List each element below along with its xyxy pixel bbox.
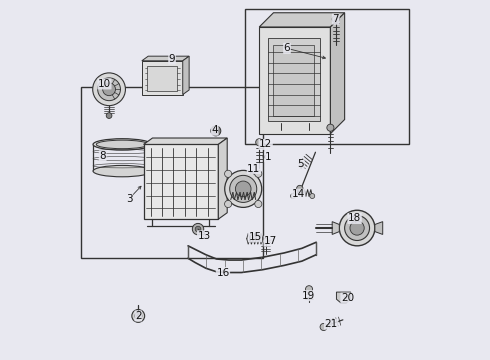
Circle shape <box>106 113 112 118</box>
Circle shape <box>193 224 204 235</box>
Ellipse shape <box>93 139 151 150</box>
Bar <box>81 87 263 258</box>
Circle shape <box>255 201 262 208</box>
Text: 8: 8 <box>99 151 106 161</box>
Circle shape <box>310 194 315 198</box>
Text: 6: 6 <box>284 43 290 53</box>
Circle shape <box>230 175 257 202</box>
Polygon shape <box>183 56 189 95</box>
Text: 5: 5 <box>297 159 304 169</box>
Bar <box>245 9 409 144</box>
Circle shape <box>296 185 303 192</box>
Circle shape <box>339 210 375 246</box>
Circle shape <box>235 181 251 197</box>
Text: 19: 19 <box>302 291 315 301</box>
Circle shape <box>135 312 142 319</box>
Polygon shape <box>332 222 339 234</box>
Polygon shape <box>375 222 383 234</box>
Text: 10: 10 <box>98 79 111 89</box>
Polygon shape <box>337 292 351 303</box>
Text: 3: 3 <box>126 194 133 203</box>
Text: 9: 9 <box>169 54 175 64</box>
Bar <box>268 38 319 121</box>
Circle shape <box>263 238 269 244</box>
Polygon shape <box>330 13 344 134</box>
Text: 18: 18 <box>348 213 361 224</box>
Text: 4: 4 <box>212 125 218 135</box>
Circle shape <box>256 139 263 146</box>
Polygon shape <box>259 13 344 27</box>
Bar <box>147 66 177 91</box>
Ellipse shape <box>93 165 151 177</box>
Polygon shape <box>259 27 330 134</box>
Circle shape <box>132 310 145 322</box>
Text: 20: 20 <box>341 293 354 303</box>
Circle shape <box>344 216 369 240</box>
Circle shape <box>213 129 219 134</box>
Circle shape <box>332 15 339 23</box>
Text: 17: 17 <box>264 236 277 246</box>
Circle shape <box>225 170 262 207</box>
Polygon shape <box>144 144 219 219</box>
Circle shape <box>291 194 295 198</box>
Circle shape <box>350 221 364 235</box>
Text: 21: 21 <box>324 319 338 329</box>
Circle shape <box>224 201 232 208</box>
Text: 2: 2 <box>135 311 142 321</box>
Circle shape <box>98 78 121 101</box>
Circle shape <box>327 124 334 131</box>
Circle shape <box>305 286 313 293</box>
Circle shape <box>224 170 232 177</box>
Text: 15: 15 <box>248 232 262 242</box>
Ellipse shape <box>96 140 148 149</box>
Circle shape <box>137 315 140 318</box>
Polygon shape <box>142 61 183 95</box>
Text: 11: 11 <box>247 163 261 174</box>
Circle shape <box>103 83 116 96</box>
Circle shape <box>255 170 262 177</box>
Polygon shape <box>144 138 227 144</box>
Polygon shape <box>219 138 227 219</box>
Text: 14: 14 <box>292 189 305 199</box>
Bar <box>273 45 315 116</box>
Text: 16: 16 <box>216 267 229 278</box>
Text: 1: 1 <box>265 152 271 162</box>
Text: 7: 7 <box>332 14 339 24</box>
Circle shape <box>320 323 327 330</box>
Circle shape <box>93 73 125 105</box>
Circle shape <box>195 226 201 232</box>
Text: 12: 12 <box>259 139 272 149</box>
Circle shape <box>211 126 221 136</box>
Text: 13: 13 <box>197 231 211 241</box>
Polygon shape <box>142 56 189 61</box>
